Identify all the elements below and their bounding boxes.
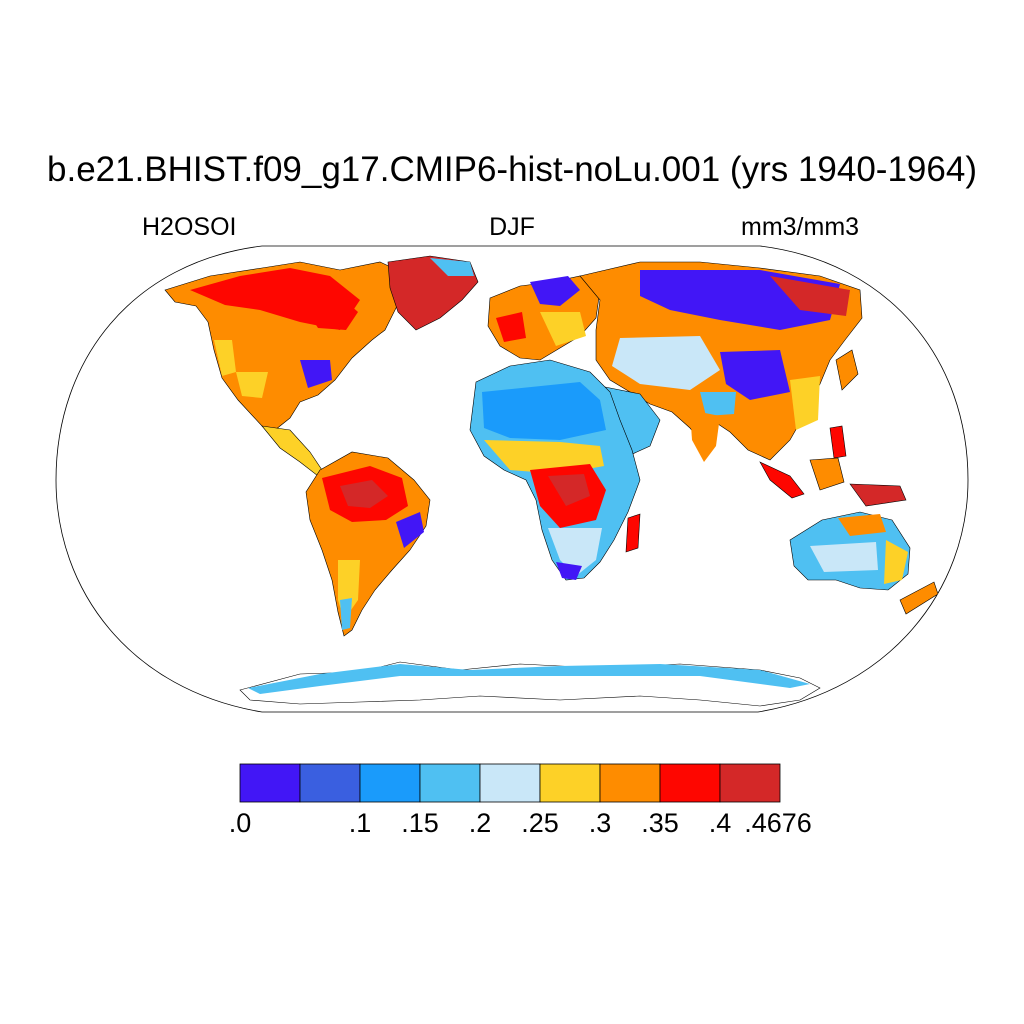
region-congo-core (548, 474, 590, 506)
colorbar-label-4: .25 (521, 808, 559, 838)
colorbar-label-6: .35 (641, 808, 679, 838)
colorbar-box-5 (539, 763, 601, 803)
land-borneo (809, 457, 845, 491)
region-sahara (482, 382, 606, 440)
region-sa-east (396, 512, 424, 548)
colorbar-box-1 (299, 763, 361, 803)
colorbar-box-6 (599, 763, 661, 803)
land-sumatra (759, 461, 805, 499)
region-na-lakes (300, 360, 332, 388)
colorbar-label-1: .1 (348, 808, 372, 838)
land-areas (164, 255, 939, 707)
region-scandinavia (530, 276, 580, 306)
land-philippines (829, 425, 847, 459)
region-southern-africa (548, 528, 602, 576)
variable-label: H2OSOI (142, 213, 237, 241)
colorbar-label-8: .4676 (744, 808, 812, 838)
region-australia-north (838, 514, 886, 536)
colorbar-box-2 (359, 763, 421, 803)
region-na-south (236, 372, 268, 398)
colorbar-box-3 (419, 763, 481, 803)
region-amazon-core (340, 480, 388, 508)
region-europe-central (540, 312, 586, 346)
colorbar-box-8 (719, 763, 781, 803)
region-greenland-coast (430, 258, 474, 276)
region-sa-patagonia (340, 598, 352, 630)
region-east-asia (790, 376, 820, 430)
colorbar-label-3: .2 (468, 808, 492, 838)
colorbar-box-4 (479, 763, 541, 803)
region-india (690, 410, 720, 462)
region-europe-west (496, 312, 526, 342)
colorbar-label-0: .0 (228, 808, 252, 838)
colorbar-label-7: .4 (708, 808, 732, 838)
colorbar (239, 763, 781, 803)
region-na-west (214, 340, 236, 376)
colorbar-box-7 (659, 763, 721, 803)
region-antarctic-coast (248, 664, 810, 694)
region-tibet (700, 392, 736, 416)
land-madagascar (625, 513, 641, 553)
colorbar-label-2: .15 (401, 808, 439, 838)
units-label: mm3/mm3 (741, 213, 860, 241)
region-cape (556, 562, 582, 580)
colorbar-box-0 (239, 763, 301, 803)
region-australia-east (884, 540, 908, 584)
region-mongolia (720, 350, 790, 400)
season-label: DJF (489, 213, 535, 241)
region-sahel (484, 440, 604, 474)
region-central-asia (612, 336, 720, 390)
region-siberia-east (770, 276, 850, 316)
land-new-guinea (849, 483, 907, 507)
land-japan (835, 349, 859, 391)
plot-title: b.e21.BHIST.f09_g17.CMIP6-hist-noLu.001 … (47, 150, 977, 189)
region-hudson (300, 296, 358, 330)
colorbar-label-5: .3 (588, 808, 612, 838)
region-australia-center (810, 542, 878, 572)
